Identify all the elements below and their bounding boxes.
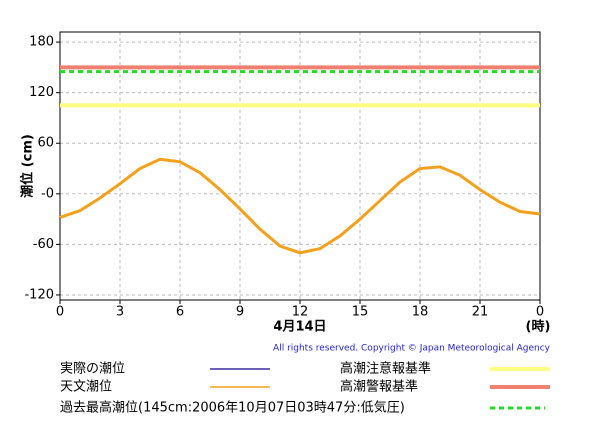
legend-label: 高潮警報基準 xyxy=(340,379,418,395)
x-tick-label: 18 xyxy=(412,305,429,320)
legend-label: 天文潮位 xyxy=(60,380,112,395)
x-tick-label: 6 xyxy=(176,305,184,320)
tide-line xyxy=(59,157,541,255)
date-label: 4月14日 xyxy=(273,320,326,335)
legend-label: 実際の潮位 xyxy=(60,361,125,377)
x-tick-label: 15 xyxy=(352,305,369,320)
y-tick-label: 180 xyxy=(29,35,54,50)
y-axis-label: 潮位 (cm) xyxy=(20,134,36,198)
y-tick-label: 120 xyxy=(29,85,54,100)
x-tick-label: 9 xyxy=(236,305,244,320)
y-tick-label: -60 xyxy=(33,237,54,252)
x-tick-label: 21 xyxy=(472,305,489,320)
x-unit: (時) xyxy=(526,319,551,335)
y-tick-label: 60 xyxy=(37,136,54,151)
legend-label: 過去最高潮位(145cm:2006年10月07日03時47分:低気圧) xyxy=(60,400,405,416)
y-tick-label: -120 xyxy=(24,287,54,302)
y-tick-label: -0 xyxy=(41,186,54,201)
x-tick-label: 0 xyxy=(56,305,64,320)
x-tick-label: 0 xyxy=(536,305,544,320)
x-tick-label: 12 xyxy=(292,305,309,320)
copyright: All rights reserved. Copyright © Japan M… xyxy=(273,344,551,354)
x-tick-label: 3 xyxy=(116,305,124,320)
plot-frame xyxy=(59,31,541,301)
legend-label: 高潮注意報基準 xyxy=(340,361,431,377)
